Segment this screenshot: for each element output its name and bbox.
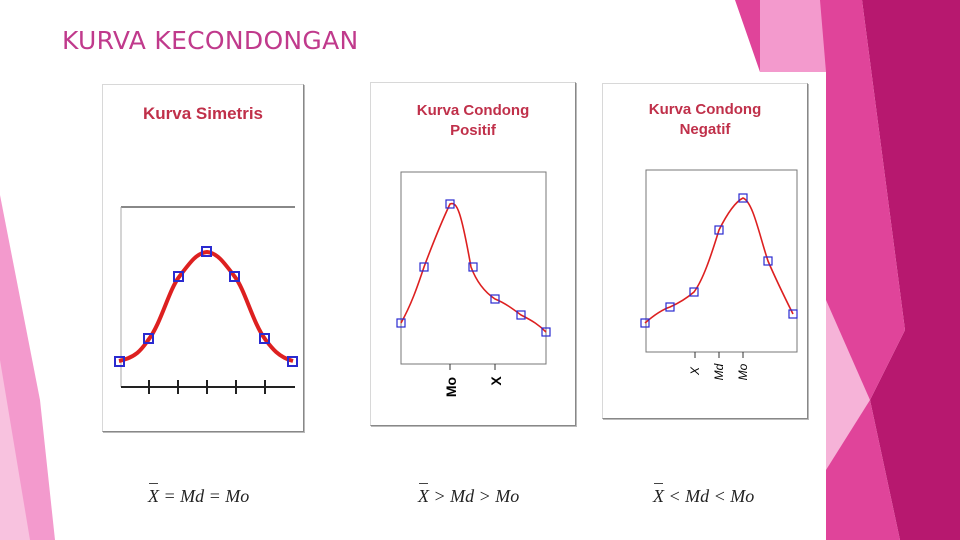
curve-plot-condong-negatif (640, 169, 798, 358)
positive-skew-curve (400, 202, 547, 333)
data-marker (468, 262, 478, 272)
data-marker (396, 318, 406, 328)
chart-title-simetris: Kurva Simetris (143, 104, 263, 123)
data-marker (445, 199, 455, 209)
symmetric-curve (118, 249, 294, 363)
negative-skew-curve (644, 197, 794, 324)
data-marker (541, 327, 551, 337)
tick-label-mo: Mo (443, 376, 459, 398)
data-marker (516, 310, 526, 320)
data-marker (665, 302, 675, 312)
chart-title-condong-negatif: Kurva Condong Negatif (603, 100, 807, 139)
curve-plot-condong-positif (396, 171, 551, 370)
formula-condong-positif: X > Md > Mo (418, 483, 520, 507)
chart-title-line: Negatif (679, 120, 731, 138)
data-marker (788, 309, 798, 319)
decor-left-pale-triangle (0, 360, 30, 540)
data-marker (229, 271, 240, 282)
content-panel: Kurva Simetris (88, 72, 826, 514)
x-bar-symbol: X (653, 483, 664, 506)
data-marker (738, 193, 748, 203)
formula-relation: > Md > Mo (429, 486, 520, 506)
formula-simetris: X = Md = Mo (148, 483, 250, 507)
data-marker (714, 225, 724, 235)
chart-simetris: Kurva Simetris (102, 84, 304, 432)
decor-right-light-band (760, 0, 826, 72)
chart-title-line: Kurva Condong (416, 102, 530, 119)
slide-title: KURVA KECONDONGAN (62, 26, 359, 55)
data-marker (143, 333, 154, 344)
tick-label-md: Md (712, 363, 726, 381)
chart-title-condong-positif: Kurva Condong Positif (371, 101, 575, 140)
data-marker (201, 246, 212, 257)
tick-label-x: X (488, 376, 504, 386)
chart-title-line: Positif (450, 121, 496, 139)
chart-condong-positif: Kurva Condong Positif Mo X (370, 82, 576, 426)
data-marker (689, 287, 699, 297)
chart-title-line: Kurva Condong (648, 101, 762, 118)
tick-label-x: X (688, 367, 702, 376)
data-marker (640, 318, 650, 328)
formula-relation: = Md = Mo (159, 486, 250, 506)
data-marker (490, 294, 500, 304)
data-marker (419, 262, 429, 272)
decor-right-magenta-band (862, 0, 960, 540)
curve-plot-simetris (114, 206, 298, 394)
chart-condong-negatif: Kurva Condong Negatif X Md Mo (602, 83, 808, 419)
formula-condong-negatif: X < Md < Mo (653, 483, 755, 507)
decor-right-pale-sliver (826, 300, 870, 470)
tick-label-mo: Mo (736, 363, 750, 381)
data-marker (763, 256, 773, 266)
data-marker (259, 333, 270, 344)
formula-relation: < Md < Mo (664, 486, 755, 506)
data-marker (173, 271, 184, 282)
data-marker (287, 356, 298, 367)
data-marker (114, 356, 125, 367)
x-bar-symbol: X (418, 483, 429, 506)
x-bar-symbol: X (148, 483, 159, 506)
